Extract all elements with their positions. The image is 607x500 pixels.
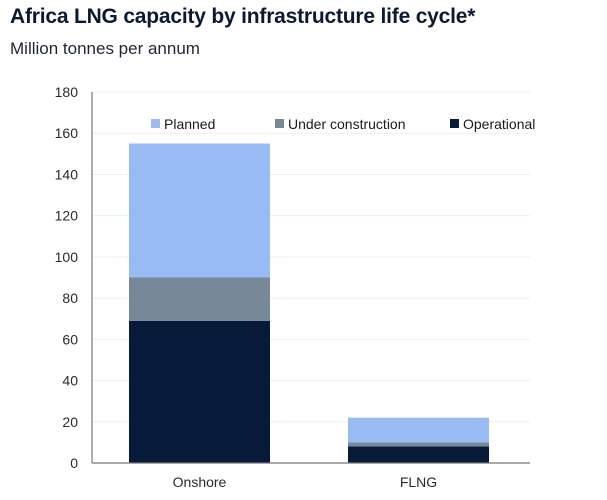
- y-tick-label: 100: [55, 249, 79, 265]
- legend-swatch-operational: [450, 119, 459, 128]
- bar-operational-onshore: [129, 320, 270, 463]
- y-tick-label: 140: [55, 166, 79, 182]
- y-tick-label: 60: [62, 331, 78, 347]
- axes: [91, 92, 530, 464]
- y-tick-label: 80: [62, 290, 78, 306]
- y-tick-label: 0: [70, 455, 78, 471]
- x-category-label: Onshore: [173, 474, 227, 490]
- legend-swatch-under-construction: [275, 119, 284, 128]
- legend: Planned Under construction Operational: [151, 116, 535, 132]
- x-category-label: FLNG: [400, 474, 437, 490]
- bar-under-construction-flng: [348, 442, 489, 447]
- bars: [129, 143, 489, 463]
- legend-label: Under construction: [288, 116, 406, 132]
- bar-under-construction-onshore: [129, 277, 270, 321]
- legend-label: Operational: [463, 116, 535, 132]
- y-tick-label: 160: [55, 125, 79, 141]
- y-tick-label: 20: [62, 414, 78, 430]
- legend-swatch-planned: [151, 119, 160, 128]
- bar-planned-onshore: [129, 143, 270, 278]
- y-tick-labels: 0 20 40 60 80 100 120 140 160 180: [55, 84, 79, 471]
- legend-label: Planned: [164, 116, 215, 132]
- chart-subtitle: Million tonnes per annum: [10, 39, 200, 58]
- chart-title: Africa LNG capacity by infrastructure li…: [10, 5, 476, 28]
- x-category-labels: Onshore FLNG: [173, 474, 438, 490]
- y-tick-label: 120: [55, 208, 79, 224]
- y-tick-label: 180: [55, 84, 79, 100]
- y-tick-label: 40: [62, 373, 78, 389]
- bar-operational-flng: [348, 446, 489, 463]
- bar-planned-flng: [348, 417, 489, 443]
